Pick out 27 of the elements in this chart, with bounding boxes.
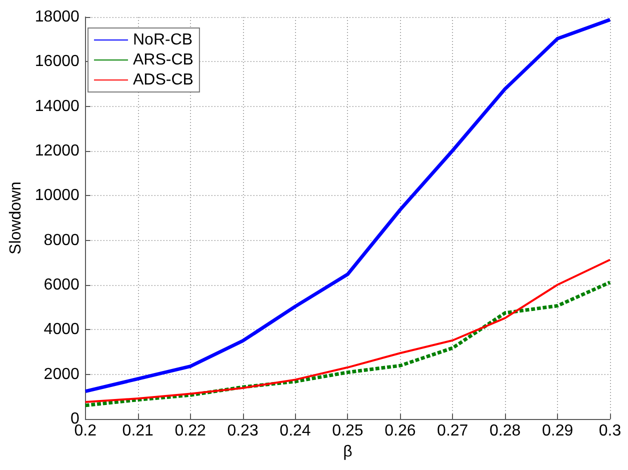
line-series [84, 280, 612, 408]
x-tick-label: 0.28 [490, 422, 521, 440]
y-tick-label: 2000 [44, 366, 80, 383]
y-tick-label: 10000 [34, 187, 80, 204]
x-tick-label: 0.24 [280, 422, 311, 440]
y-tick-label: 8000 [44, 232, 80, 249]
y-axis-title: Slowdown [8, 182, 24, 254]
x-tick-label: 0.27 [437, 422, 468, 440]
x-axis-title: β [343, 443, 352, 460]
x-tick-label: 0.23 [227, 422, 258, 440]
y-tick-label: 16000 [34, 53, 80, 70]
legend-label: NoR-CB [133, 32, 193, 48]
x-tick-label: 0.21 [122, 422, 154, 440]
y-tick-label: 4000 [44, 321, 80, 338]
y-tick-label: 12000 [34, 142, 80, 160]
y-tick-label: 18000 [34, 8, 80, 26]
legend-label: ADS-CB [133, 72, 194, 88]
y-tick-label: 14000 [34, 98, 80, 115]
y-tick-label: 6000 [44, 276, 80, 294]
x-tick-label: 0.29 [542, 422, 574, 440]
legend-label: ARS-CB [133, 52, 194, 68]
x-tick-label: 0.26 [384, 422, 416, 440]
line-series [84, 258, 611, 404]
x-tick-label: 0.2 [74, 422, 97, 440]
x-tick-label: 0.3 [598, 422, 622, 440]
x-tick-label: 0.25 [332, 422, 364, 440]
x-tick-label: 0.22 [174, 422, 206, 440]
